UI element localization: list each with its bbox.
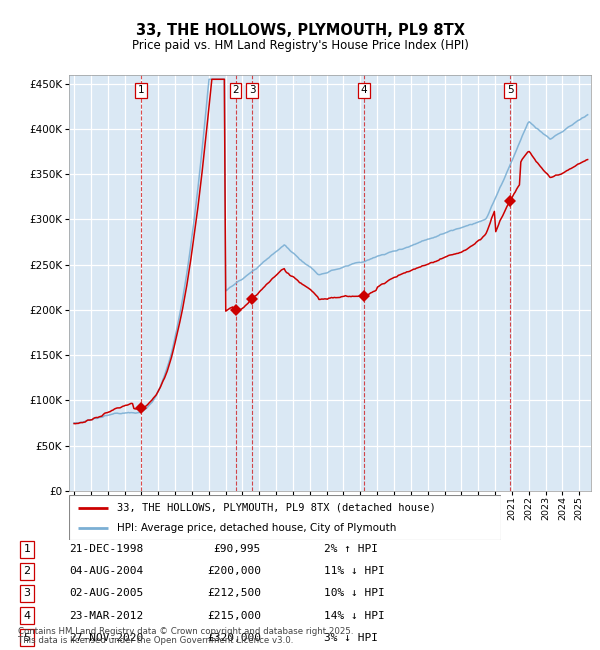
Text: 14% ↓ HPI: 14% ↓ HPI (324, 610, 385, 621)
Text: 2: 2 (232, 85, 239, 95)
Text: 3: 3 (249, 85, 256, 95)
Text: £320,000: £320,000 (207, 632, 261, 643)
Text: 4: 4 (361, 85, 367, 95)
Text: 02-AUG-2005: 02-AUG-2005 (69, 588, 143, 599)
Text: 21-DEC-1998: 21-DEC-1998 (69, 544, 143, 554)
Text: 5: 5 (23, 632, 31, 643)
Text: Contains HM Land Registry data © Crown copyright and database right 2025.: Contains HM Land Registry data © Crown c… (18, 627, 353, 636)
Text: 11% ↓ HPI: 11% ↓ HPI (324, 566, 385, 577)
Text: 5: 5 (507, 85, 514, 95)
Text: £90,995: £90,995 (214, 544, 261, 554)
Text: 27-NOV-2020: 27-NOV-2020 (69, 632, 143, 643)
Text: 1: 1 (23, 544, 31, 554)
Text: 33, THE HOLLOWS, PLYMOUTH, PL9 8TX (detached house): 33, THE HOLLOWS, PLYMOUTH, PL9 8TX (deta… (116, 502, 435, 513)
Text: £212,500: £212,500 (207, 588, 261, 599)
Text: 10% ↓ HPI: 10% ↓ HPI (324, 588, 385, 599)
Text: 33, THE HOLLOWS, PLYMOUTH, PL9 8TX: 33, THE HOLLOWS, PLYMOUTH, PL9 8TX (136, 23, 464, 38)
Text: 23-MAR-2012: 23-MAR-2012 (69, 610, 143, 621)
Text: This data is licensed under the Open Government Licence v3.0.: This data is licensed under the Open Gov… (18, 636, 293, 645)
Text: 2% ↑ HPI: 2% ↑ HPI (324, 544, 378, 554)
FancyBboxPatch shape (69, 495, 501, 540)
Text: HPI: Average price, detached house, City of Plymouth: HPI: Average price, detached house, City… (116, 523, 396, 534)
Text: 4: 4 (23, 610, 31, 621)
Text: £215,000: £215,000 (207, 610, 261, 621)
Text: 04-AUG-2004: 04-AUG-2004 (69, 566, 143, 577)
Text: 2: 2 (23, 566, 31, 577)
Text: £200,000: £200,000 (207, 566, 261, 577)
Text: 3% ↓ HPI: 3% ↓ HPI (324, 632, 378, 643)
Text: 3: 3 (23, 588, 31, 599)
Text: 1: 1 (137, 85, 144, 95)
Text: Price paid vs. HM Land Registry's House Price Index (HPI): Price paid vs. HM Land Registry's House … (131, 39, 469, 52)
